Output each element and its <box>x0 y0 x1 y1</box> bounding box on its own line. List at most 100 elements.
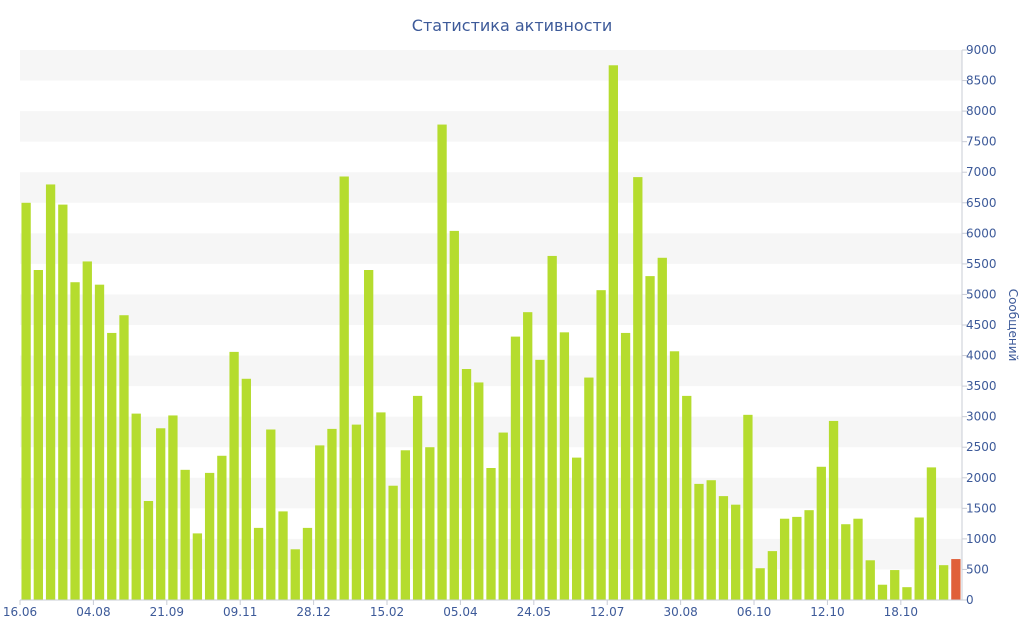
bar[interactable] <box>498 432 508 600</box>
bar[interactable] <box>779 518 790 600</box>
bar[interactable] <box>253 527 264 600</box>
x-tick-label: 05.04 <box>443 605 477 619</box>
bar[interactable] <box>828 420 839 600</box>
bar[interactable] <box>412 395 423 600</box>
bar[interactable] <box>510 336 521 600</box>
bar[interactable] <box>302 527 313 600</box>
bar[interactable] <box>926 467 937 600</box>
bar[interactable] <box>21 202 31 600</box>
bar[interactable] <box>180 469 190 600</box>
bar[interactable] <box>70 282 80 600</box>
bar[interactable] <box>804 510 814 600</box>
bar[interactable] <box>266 429 276 601</box>
y-tick-label: 1500 <box>966 501 997 515</box>
bar[interactable] <box>278 511 288 600</box>
bar[interactable] <box>119 315 129 600</box>
bar[interactable] <box>425 447 435 600</box>
bar-series <box>21 65 961 601</box>
grid-band <box>20 233 962 264</box>
x-tick-label: 09.11 <box>223 605 257 619</box>
bar[interactable] <box>315 445 325 600</box>
bar[interactable] <box>706 480 716 600</box>
y-tick-label: 3500 <box>966 379 997 393</box>
x-tick-label: 24.05 <box>517 605 551 619</box>
bar[interactable] <box>156 428 166 600</box>
bar[interactable] <box>229 351 239 600</box>
bar[interactable] <box>94 284 105 600</box>
bar[interactable] <box>131 413 141 600</box>
y-tick-label: 500 <box>966 562 989 576</box>
bar[interactable] <box>82 261 92 600</box>
bar[interactable] <box>192 533 203 600</box>
bar[interactable] <box>620 332 631 600</box>
bar[interactable] <box>608 65 618 600</box>
bar[interactable] <box>33 270 43 600</box>
bar[interactable] <box>596 290 606 600</box>
grid-band <box>20 50 962 81</box>
x-tick-label: 12.07 <box>590 605 624 619</box>
bar[interactable] <box>767 551 778 600</box>
bar[interactable] <box>657 257 667 600</box>
bar[interactable] <box>327 428 337 600</box>
bar[interactable] <box>449 230 459 600</box>
bar[interactable] <box>853 518 863 600</box>
y-tick-label: 9000 <box>966 43 997 57</box>
y-tick-label: 0 <box>966 593 974 607</box>
bar[interactable] <box>217 455 227 600</box>
bar[interactable] <box>841 524 851 600</box>
bar[interactable] <box>743 414 753 600</box>
grid-band <box>20 294 962 325</box>
bar[interactable] <box>584 377 594 600</box>
bar[interactable] <box>559 332 570 600</box>
y-tick-label: 8000 <box>966 104 997 118</box>
y-tick-label: 2500 <box>966 440 997 454</box>
y-tick-label: 6500 <box>966 196 997 210</box>
bar[interactable] <box>792 516 802 600</box>
bar[interactable] <box>718 496 729 600</box>
bar[interactable] <box>474 382 484 600</box>
bar[interactable] <box>290 549 300 600</box>
bar[interactable] <box>633 177 643 601</box>
bar[interactable] <box>645 276 655 600</box>
bar[interactable] <box>364 270 374 600</box>
bar[interactable] <box>400 450 411 600</box>
bar[interactable] <box>143 501 154 600</box>
bar[interactable] <box>241 378 251 600</box>
bar[interactable] <box>890 570 900 600</box>
bar[interactable] <box>669 351 680 600</box>
bar[interactable] <box>902 587 912 600</box>
x-tick-label: 16.06 <box>3 605 37 619</box>
grid-band <box>20 172 962 203</box>
bar[interactable] <box>914 517 924 601</box>
x-axis: 16.06 04.08 21.09 09.11 28.12 15.02 05.04 24.05… <box>3 600 918 619</box>
bar[interactable] <box>547 255 557 600</box>
bar[interactable] <box>486 468 496 600</box>
bar[interactable] <box>731 504 741 600</box>
bar[interactable] <box>376 412 386 600</box>
bar[interactable] <box>816 466 826 600</box>
bar[interactable] <box>58 204 68 601</box>
x-tick-label: 21.09 <box>150 605 184 619</box>
bar[interactable] <box>388 485 398 600</box>
bar[interactable] <box>437 124 447 600</box>
bar[interactable] <box>571 457 582 600</box>
bar[interactable] <box>461 369 472 600</box>
bar[interactable] <box>682 395 692 600</box>
bar[interactable] <box>339 176 349 601</box>
bar[interactable] <box>535 359 545 600</box>
bar[interactable] <box>877 584 888 600</box>
bar[interactable] <box>865 560 875 600</box>
bar[interactable] <box>523 312 533 600</box>
bar[interactable] <box>204 472 215 600</box>
bar[interactable] <box>939 565 949 600</box>
x-tick-label: 04.08 <box>76 605 110 619</box>
y-tick-label: 6000 <box>966 226 997 240</box>
bar[interactable] <box>755 568 765 600</box>
bar[interactable] <box>351 424 362 600</box>
bar[interactable] <box>694 483 704 600</box>
bar[interactable] <box>168 415 178 600</box>
bar[interactable] <box>951 559 961 600</box>
y-tick-label: 3000 <box>966 410 997 424</box>
bar[interactable] <box>45 184 56 600</box>
bar[interactable] <box>107 332 117 600</box>
